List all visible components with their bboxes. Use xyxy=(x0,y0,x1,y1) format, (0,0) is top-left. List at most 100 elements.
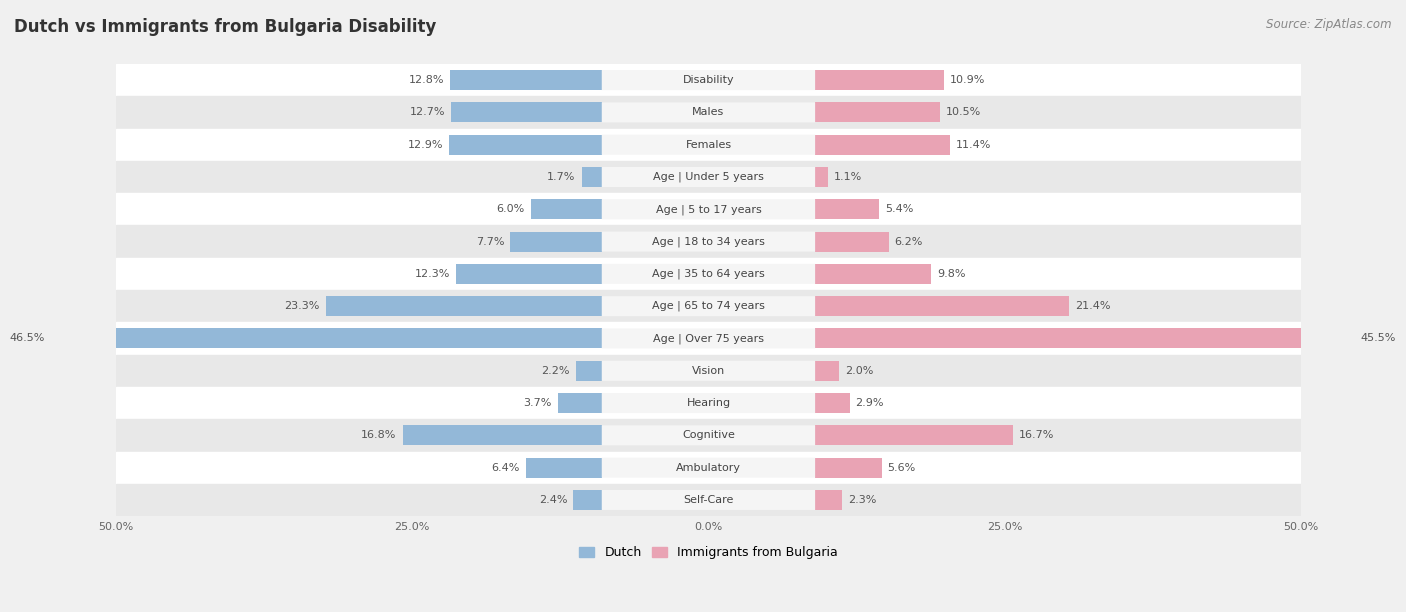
FancyBboxPatch shape xyxy=(602,200,815,219)
Text: Age | Over 75 years: Age | Over 75 years xyxy=(652,333,763,344)
Bar xyxy=(815,200,879,219)
Bar xyxy=(115,354,1301,387)
Bar xyxy=(815,360,839,381)
Text: 11.4%: 11.4% xyxy=(956,140,991,150)
FancyBboxPatch shape xyxy=(602,329,815,348)
Text: Cognitive: Cognitive xyxy=(682,430,735,441)
Text: 10.9%: 10.9% xyxy=(950,75,986,85)
Text: 2.3%: 2.3% xyxy=(848,495,877,505)
Bar xyxy=(115,258,1301,290)
Bar xyxy=(815,102,939,122)
Bar xyxy=(115,193,1301,225)
Text: 9.8%: 9.8% xyxy=(938,269,966,279)
FancyBboxPatch shape xyxy=(602,231,815,252)
Text: 10.5%: 10.5% xyxy=(945,107,981,118)
Bar xyxy=(815,296,1069,316)
Text: 1.1%: 1.1% xyxy=(834,172,862,182)
Text: 5.4%: 5.4% xyxy=(884,204,914,214)
Bar xyxy=(815,425,1014,446)
Bar xyxy=(815,70,945,90)
FancyBboxPatch shape xyxy=(602,296,815,316)
Text: Age | 18 to 34 years: Age | 18 to 34 years xyxy=(652,236,765,247)
Bar xyxy=(115,129,1301,161)
Text: Ambulatory: Ambulatory xyxy=(676,463,741,472)
Text: Hearing: Hearing xyxy=(686,398,731,408)
Text: 2.9%: 2.9% xyxy=(855,398,884,408)
Bar xyxy=(451,102,602,122)
Bar xyxy=(115,484,1301,516)
Bar xyxy=(456,264,602,284)
Text: 3.7%: 3.7% xyxy=(523,398,553,408)
Text: 16.8%: 16.8% xyxy=(361,430,396,441)
Bar xyxy=(115,225,1301,258)
Text: 46.5%: 46.5% xyxy=(10,334,45,343)
Text: 12.7%: 12.7% xyxy=(409,107,446,118)
FancyBboxPatch shape xyxy=(602,360,815,381)
Text: 45.5%: 45.5% xyxy=(1361,334,1396,343)
Text: 16.7%: 16.7% xyxy=(1019,430,1054,441)
Text: 21.4%: 21.4% xyxy=(1074,301,1111,311)
Bar xyxy=(815,490,842,510)
Bar xyxy=(449,135,602,155)
Text: 2.0%: 2.0% xyxy=(845,366,873,376)
Text: Age | 65 to 74 years: Age | 65 to 74 years xyxy=(652,301,765,312)
Bar xyxy=(402,425,602,446)
Bar xyxy=(326,296,602,316)
Bar xyxy=(815,393,849,413)
Bar xyxy=(115,323,1301,354)
Text: Self-Care: Self-Care xyxy=(683,495,734,505)
Bar xyxy=(115,419,1301,452)
Text: Disability: Disability xyxy=(683,75,734,85)
Text: 12.3%: 12.3% xyxy=(415,269,450,279)
Text: 7.7%: 7.7% xyxy=(477,237,505,247)
Bar xyxy=(115,290,1301,323)
Bar xyxy=(510,231,602,252)
Bar xyxy=(815,264,931,284)
FancyBboxPatch shape xyxy=(602,70,815,90)
Text: 12.9%: 12.9% xyxy=(408,140,443,150)
Bar xyxy=(815,231,889,252)
Bar xyxy=(815,329,1354,348)
Bar xyxy=(558,393,602,413)
Text: Dutch vs Immigrants from Bulgaria Disability: Dutch vs Immigrants from Bulgaria Disabi… xyxy=(14,18,436,36)
FancyBboxPatch shape xyxy=(602,458,815,478)
Bar xyxy=(450,70,602,90)
Text: Males: Males xyxy=(692,107,724,118)
Text: 6.0%: 6.0% xyxy=(496,204,524,214)
Bar xyxy=(115,161,1301,193)
Text: Source: ZipAtlas.com: Source: ZipAtlas.com xyxy=(1267,18,1392,31)
Bar xyxy=(51,329,602,348)
FancyBboxPatch shape xyxy=(602,490,815,510)
Bar xyxy=(530,200,602,219)
Text: Age | Under 5 years: Age | Under 5 years xyxy=(652,172,763,182)
FancyBboxPatch shape xyxy=(602,102,815,122)
FancyBboxPatch shape xyxy=(602,167,815,187)
Bar xyxy=(575,360,602,381)
Bar xyxy=(115,64,1301,96)
Text: Females: Females xyxy=(685,140,731,150)
Text: Vision: Vision xyxy=(692,366,725,376)
Bar xyxy=(582,167,602,187)
Text: 1.7%: 1.7% xyxy=(547,172,575,182)
Bar xyxy=(115,452,1301,484)
Text: Age | 5 to 17 years: Age | 5 to 17 years xyxy=(655,204,761,215)
Text: 6.2%: 6.2% xyxy=(894,237,922,247)
Text: 5.6%: 5.6% xyxy=(887,463,915,472)
FancyBboxPatch shape xyxy=(602,393,815,413)
FancyBboxPatch shape xyxy=(602,264,815,284)
Legend: Dutch, Immigrants from Bulgaria: Dutch, Immigrants from Bulgaria xyxy=(575,541,842,564)
Bar xyxy=(526,458,602,478)
Text: 2.4%: 2.4% xyxy=(538,495,568,505)
FancyBboxPatch shape xyxy=(602,135,815,155)
Bar xyxy=(115,96,1301,129)
Bar xyxy=(574,490,602,510)
Text: 2.2%: 2.2% xyxy=(541,366,569,376)
Bar xyxy=(815,167,828,187)
Bar xyxy=(115,387,1301,419)
Bar xyxy=(815,135,950,155)
Text: Age | 35 to 64 years: Age | 35 to 64 years xyxy=(652,269,765,279)
Text: 23.3%: 23.3% xyxy=(284,301,319,311)
Bar xyxy=(815,458,882,478)
Text: 12.8%: 12.8% xyxy=(409,75,444,85)
Text: 6.4%: 6.4% xyxy=(492,463,520,472)
